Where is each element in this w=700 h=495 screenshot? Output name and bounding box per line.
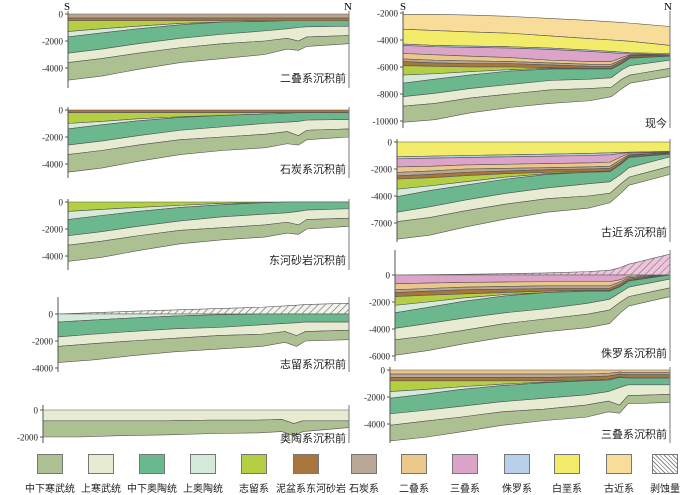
depth-tick-label: -4000 <box>42 160 63 170</box>
legend-item-bs: 剥蚀量 <box>635 454 695 495</box>
depth-tick-label: -2000 <box>42 225 63 235</box>
legend-item-sao: 上奥陶统 <box>173 454 233 495</box>
depth-tick-label: 0 <box>388 138 393 148</box>
cross-section-panel: 0 -2000 奥陶系沉积前 <box>17 405 350 445</box>
north-label-right: N <box>664 1 672 13</box>
panel-stage-label: 三叠系沉积前 <box>601 427 667 441</box>
legend-swatch <box>652 454 678 474</box>
panel-stage-label: 奥陶系沉积前 <box>280 431 346 445</box>
legend-item-zxao: 中下奥陶统 <box>122 454 182 495</box>
depth-tick-label: 0 <box>386 271 391 281</box>
depth-tick-label: -2000 <box>32 337 53 347</box>
legend-item-sd: 三叠系 <box>435 454 495 495</box>
depth-tick-label: -2000 <box>42 37 63 47</box>
cross-section-panel: 0 -2000 -4000 -7000 古近系沉积前 <box>371 138 671 242</box>
cross-section-panel: 0 -2000 -4000 -6000 侏罗系沉积前 <box>369 250 671 362</box>
panel-stage-label: 古近系沉积前 <box>601 225 667 239</box>
legend-swatch <box>293 454 319 474</box>
legend-swatch <box>401 454 427 474</box>
legend-item-ed: 二叠系 <box>384 454 444 495</box>
depth-tick-label: -8000 <box>377 90 398 100</box>
legend-label: 泥盆系东河砂岩 <box>276 484 346 495</box>
erosion-hatch-area <box>57 302 350 315</box>
legend-label: 白垩系 <box>552 484 582 495</box>
legend-swatch <box>606 454 632 474</box>
legend-swatch <box>37 454 63 474</box>
legend-label: 二叠系 <box>399 484 429 495</box>
legend-label: 剥蚀量 <box>650 484 680 495</box>
depth-tick-label: -2000 <box>377 9 398 19</box>
legend-label: 石炭系 <box>349 484 379 495</box>
legend-swatch <box>139 454 165 474</box>
legend-label: 中下奥陶统 <box>127 484 177 495</box>
panel-stage-label: 现今 <box>645 116 667 130</box>
legend-label: 侏罗系 <box>502 484 532 495</box>
panel-stage-label: 东河砂岩沉积前 <box>269 253 346 267</box>
depth-tick-label: -2000 <box>17 433 38 443</box>
legend-item-np: 泥盆系东河砂岩 <box>276 454 346 495</box>
depth-tick-label: 0 <box>59 10 64 20</box>
depth-tick-label: -6000 <box>369 352 390 362</box>
depth-tick-label: 0 <box>49 310 54 320</box>
depth-tick-label: -2000 <box>371 165 392 175</box>
legend-item-be: 白垩系 <box>537 454 597 495</box>
legend-swatch <box>190 454 216 474</box>
panel-stage-label: 侏罗系沉积前 <box>601 346 667 360</box>
strata-layer-np <box>67 109 350 113</box>
cross-section-panel: 0 -2000 -4000 东河砂岩沉积前 <box>42 198 350 270</box>
cross-section-panel: 0 -2000 -4000 志留系沉积前 <box>32 297 350 374</box>
south-label-right: S <box>400 1 406 13</box>
legend-label: 古近系 <box>604 484 634 495</box>
depth-tick-label: 0 <box>381 366 386 376</box>
legend-label: 志留系 <box>239 484 269 495</box>
panel-stage-label: 二叠系沉积前 <box>280 71 346 85</box>
cross-section-panel: 0 -2000 -4000 石炭系沉积前 <box>42 106 350 178</box>
cross-section-panel: -2000 -4000 -6000 -8000 -10000 现今 <box>373 9 671 130</box>
depth-tick-label: -4000 <box>42 252 63 262</box>
legend-swatch <box>351 454 377 474</box>
depth-tick-label: -7000 <box>371 219 392 229</box>
legend-item-gj: 古近系 <box>589 454 649 495</box>
depth-tick-label: 0 <box>59 198 64 208</box>
depth-tick-label: 0 <box>34 406 39 416</box>
depth-tick-label: -4000 <box>42 64 63 74</box>
erosion-hatch-area <box>394 253 671 276</box>
legend-swatch <box>504 454 530 474</box>
legend-item-shw: 上寒武统 <box>71 454 131 495</box>
strata-layer-st <box>67 13 350 19</box>
legend-item-zxhw: 中下寒武统 <box>20 454 80 495</box>
legend-label: 中下寒武统 <box>25 484 75 495</box>
legend-item-zl: 志留系 <box>224 454 284 495</box>
cross-section-panel: 0 -2000 -4000 三叠系沉积前 <box>364 366 671 443</box>
legend-label: 上寒武统 <box>81 484 121 495</box>
cross-section-panel: 0 -2000 -4000 二叠系沉积前 <box>42 10 350 88</box>
south-label-left: S <box>64 1 70 13</box>
depth-tick-label: -2000 <box>369 298 390 308</box>
legend-item-st: 石炭系 <box>334 454 394 495</box>
panel-stage-label: 志留系沉积前 <box>280 357 346 371</box>
legend-swatch <box>554 454 580 474</box>
legend-swatch <box>88 454 114 474</box>
depth-tick-label: -6000 <box>377 63 398 73</box>
depth-tick-label: 0 <box>59 106 64 116</box>
depth-tick-label: -4000 <box>369 325 390 335</box>
legend-swatch <box>241 454 267 474</box>
strata-layer-np <box>67 17 350 22</box>
panel-stage-label: 石炭系沉积前 <box>280 162 346 176</box>
legend-item-zlu: 侏罗系 <box>487 454 547 495</box>
legend-label: 三叠系 <box>450 484 480 495</box>
depth-tick-label: -2000 <box>42 133 63 143</box>
legend-label: 上奥陶统 <box>183 484 223 495</box>
depth-tick-label: -10000 <box>373 117 399 127</box>
depth-tick-label: -4000 <box>371 192 392 202</box>
depth-tick-label: -2000 <box>364 393 385 403</box>
depth-tick-label: -4000 <box>377 36 398 46</box>
legend-swatch <box>452 454 478 474</box>
north-label-left: N <box>344 1 352 13</box>
depth-tick-label: -4000 <box>32 364 53 374</box>
depth-tick-label: -4000 <box>364 420 385 430</box>
